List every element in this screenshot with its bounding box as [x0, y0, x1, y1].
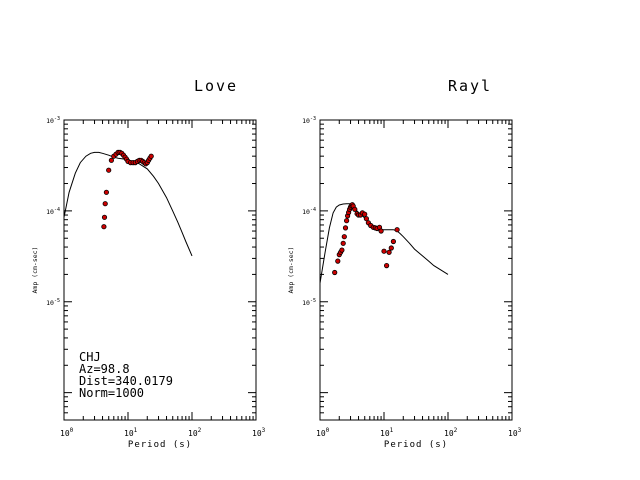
- love-x-axis-label: Period (s): [128, 440, 192, 450]
- love-observed-point: [101, 214, 108, 220]
- norm-label: Norm=1000: [79, 386, 144, 400]
- x-tick-label: 100: [60, 427, 74, 438]
- rayleigh-x-axis-label: Period (s): [384, 440, 448, 450]
- love-observed-point: [106, 167, 112, 173]
- love-panel-title: Love: [194, 77, 238, 95]
- rayleigh-observed-point: [378, 228, 384, 234]
- love-observed-point: [148, 153, 154, 159]
- love-model-curve: [63, 151, 193, 257]
- rayleigh-observed-point: [332, 269, 338, 276]
- rayleigh-observed-point: [388, 245, 394, 251]
- love-station-info: CHJ Az=98.8 Dist=340.0179 Norm=1000: [79, 350, 173, 400]
- y-tick-label: 10-5: [46, 298, 60, 307]
- love-x-tick-labels: 100 101 102 103: [60, 427, 266, 438]
- rayleigh-panel: Rayl 100 101 102 103 10-3 10-4 10-5 Period (s…: [287, 77, 522, 450]
- y-tick-label: 10-5: [302, 298, 316, 307]
- love-observed-point: [108, 157, 115, 163]
- rayleigh-observed-point: [341, 234, 347, 240]
- y-tick-label: 10-4: [302, 207, 316, 216]
- love-panel: Love 100 101 102 103 10-3 10-4 10-5 Period (s…: [31, 77, 266, 450]
- love-y-tick-labels: 10-3 10-4 10-5: [46, 116, 60, 307]
- rayleigh-model-curve: [319, 203, 449, 284]
- love-observed-point: [102, 201, 108, 207]
- rayleigh-y-axis-label: Amp (cm-sec): [287, 247, 295, 294]
- rayleigh-observed-point: [339, 247, 345, 253]
- x-tick-label: 102: [444, 427, 458, 438]
- love-plot-area: [63, 149, 193, 257]
- rayleigh-observed-point: [363, 216, 369, 222]
- rayleigh-observed-point: [362, 211, 368, 217]
- rayleigh-observed-point: [335, 258, 341, 264]
- rayleigh-plot-area: [319, 202, 449, 284]
- rayleigh-observed-point: [342, 225, 349, 231]
- rayleigh-observed-point: [386, 249, 392, 255]
- love-observed-point: [103, 189, 110, 195]
- love-observed-point: [101, 224, 107, 230]
- x-tick-label: 102: [188, 427, 202, 438]
- love-y-axis-label: Amp (cm-sec): [31, 247, 39, 294]
- rayleigh-y-tick-labels: 10-3 10-4 10-5: [302, 116, 316, 307]
- love-plot-frame: [63, 119, 257, 421]
- rayleigh-observed-point: [343, 218, 350, 224]
- x-tick-label: 101: [380, 427, 394, 438]
- y-tick-label: 10-3: [46, 116, 60, 125]
- x-tick-label: 101: [124, 427, 138, 438]
- rayleigh-observed-point: [352, 206, 358, 212]
- rayleigh-observed-point: [383, 262, 390, 269]
- rayleigh-observed-point: [390, 238, 396, 245]
- rayleigh-x-tick-labels: 100 101 102 103: [316, 427, 522, 438]
- rayleigh-axis-ticks: [319, 119, 513, 421]
- y-tick-label: 10-4: [46, 207, 60, 216]
- rayleigh-observed-point: [381, 248, 387, 254]
- rayleigh-observed-point: [394, 227, 400, 233]
- y-tick-label: 10-3: [302, 116, 316, 125]
- rayleigh-observed-point: [340, 240, 346, 246]
- rayleigh-panel-title: Rayl: [448, 77, 492, 95]
- x-tick-label: 100: [316, 427, 330, 438]
- x-tick-label: 103: [508, 427, 522, 438]
- distance-label: Dist=340.0179: [79, 374, 173, 388]
- x-tick-label: 103: [252, 427, 266, 438]
- love-axis-ticks: [63, 119, 257, 421]
- azimuth-label: Az=98.8: [79, 362, 130, 376]
- station-code: CHJ: [79, 350, 101, 364]
- rayleigh-plot-frame: [319, 119, 513, 421]
